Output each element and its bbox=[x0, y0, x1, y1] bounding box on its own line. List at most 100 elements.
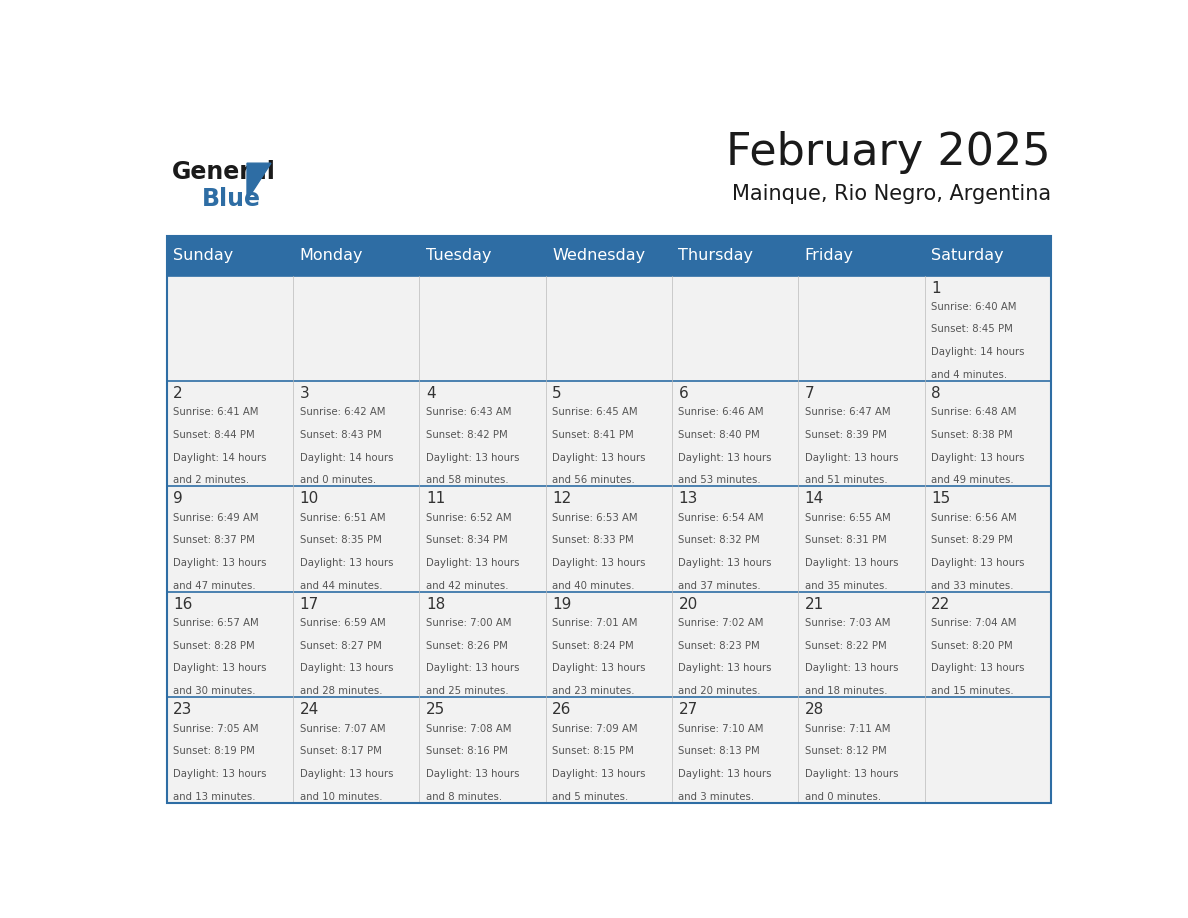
Text: Daylight: 13 hours: Daylight: 13 hours bbox=[678, 558, 772, 568]
Bar bbox=[419, 592, 545, 698]
Text: Sunset: 8:34 PM: Sunset: 8:34 PM bbox=[425, 535, 507, 545]
Text: 25: 25 bbox=[425, 702, 446, 717]
Text: 4: 4 bbox=[425, 386, 436, 401]
Text: Sunset: 8:37 PM: Sunset: 8:37 PM bbox=[173, 535, 255, 545]
Bar bbox=[419, 698, 545, 803]
Text: and 0 minutes.: and 0 minutes. bbox=[804, 791, 880, 801]
Text: 20: 20 bbox=[678, 597, 697, 612]
Text: Mainque, Rio Negro, Argentina: Mainque, Rio Negro, Argentina bbox=[732, 185, 1051, 205]
Bar bbox=[798, 592, 924, 698]
Bar bbox=[545, 275, 672, 381]
Text: 10: 10 bbox=[299, 491, 318, 507]
Text: Sunset: 8:13 PM: Sunset: 8:13 PM bbox=[678, 746, 760, 756]
Text: Sunrise: 6:46 AM: Sunrise: 6:46 AM bbox=[678, 408, 764, 417]
Text: Sunrise: 7:10 AM: Sunrise: 7:10 AM bbox=[678, 723, 764, 733]
Polygon shape bbox=[247, 163, 271, 200]
Text: 16: 16 bbox=[173, 597, 192, 612]
Bar bbox=[672, 592, 798, 698]
Text: Daylight: 13 hours: Daylight: 13 hours bbox=[804, 558, 898, 568]
Text: Daylight: 13 hours: Daylight: 13 hours bbox=[173, 769, 267, 778]
Text: 9: 9 bbox=[173, 491, 183, 507]
Text: Sunset: 8:29 PM: Sunset: 8:29 PM bbox=[931, 535, 1013, 545]
Bar bbox=[166, 236, 1051, 803]
Text: Sunrise: 6:52 AM: Sunrise: 6:52 AM bbox=[425, 512, 512, 522]
Text: Sunday: Sunday bbox=[173, 248, 234, 263]
Text: Sunrise: 7:11 AM: Sunrise: 7:11 AM bbox=[804, 723, 890, 733]
Bar bbox=[924, 381, 1051, 487]
Text: and 0 minutes.: and 0 minutes. bbox=[299, 476, 375, 486]
Bar bbox=[293, 592, 419, 698]
Text: Sunset: 8:41 PM: Sunset: 8:41 PM bbox=[552, 430, 634, 440]
Text: and 5 minutes.: and 5 minutes. bbox=[552, 791, 628, 801]
Text: 6: 6 bbox=[678, 386, 688, 401]
Text: Sunrise: 7:09 AM: Sunrise: 7:09 AM bbox=[552, 723, 638, 733]
Text: Sunset: 8:26 PM: Sunset: 8:26 PM bbox=[425, 641, 507, 651]
Bar bbox=[672, 275, 798, 381]
Text: 12: 12 bbox=[552, 491, 571, 507]
Text: February 2025: February 2025 bbox=[726, 131, 1051, 174]
Bar bbox=[924, 698, 1051, 803]
Text: Sunset: 8:23 PM: Sunset: 8:23 PM bbox=[678, 641, 760, 651]
Bar bbox=[798, 381, 924, 487]
Text: Monday: Monday bbox=[299, 248, 364, 263]
Text: and 44 minutes.: and 44 minutes. bbox=[299, 581, 383, 590]
Text: 22: 22 bbox=[931, 597, 950, 612]
Bar bbox=[798, 487, 924, 592]
Text: Sunrise: 7:05 AM: Sunrise: 7:05 AM bbox=[173, 723, 259, 733]
Bar bbox=[293, 275, 419, 381]
Text: Sunset: 8:22 PM: Sunset: 8:22 PM bbox=[804, 641, 886, 651]
Text: Daylight: 13 hours: Daylight: 13 hours bbox=[804, 664, 898, 674]
Bar bbox=[166, 592, 293, 698]
Bar bbox=[545, 592, 672, 698]
Text: Sunrise: 6:40 AM: Sunrise: 6:40 AM bbox=[931, 302, 1017, 312]
Bar bbox=[545, 487, 672, 592]
Text: Daylight: 14 hours: Daylight: 14 hours bbox=[931, 347, 1024, 357]
Text: Daylight: 13 hours: Daylight: 13 hours bbox=[552, 664, 645, 674]
Text: 21: 21 bbox=[804, 597, 824, 612]
Text: Sunset: 8:27 PM: Sunset: 8:27 PM bbox=[299, 641, 381, 651]
Text: Sunset: 8:45 PM: Sunset: 8:45 PM bbox=[931, 324, 1013, 334]
Text: Daylight: 13 hours: Daylight: 13 hours bbox=[425, 453, 519, 463]
Text: Sunset: 8:43 PM: Sunset: 8:43 PM bbox=[299, 430, 381, 440]
Bar bbox=[293, 381, 419, 487]
Text: 1: 1 bbox=[931, 281, 941, 296]
Bar bbox=[166, 275, 293, 381]
Text: Daylight: 13 hours: Daylight: 13 hours bbox=[552, 769, 645, 778]
Text: Sunset: 8:17 PM: Sunset: 8:17 PM bbox=[299, 746, 381, 756]
Text: Sunset: 8:20 PM: Sunset: 8:20 PM bbox=[931, 641, 1012, 651]
Text: Daylight: 13 hours: Daylight: 13 hours bbox=[678, 453, 772, 463]
Bar bbox=[672, 381, 798, 487]
Text: and 47 minutes.: and 47 minutes. bbox=[173, 581, 255, 590]
Bar bbox=[924, 592, 1051, 698]
Bar bbox=[924, 275, 1051, 381]
Text: 8: 8 bbox=[931, 386, 941, 401]
Text: Daylight: 13 hours: Daylight: 13 hours bbox=[425, 769, 519, 778]
Text: Sunset: 8:31 PM: Sunset: 8:31 PM bbox=[804, 535, 886, 545]
Text: and 4 minutes.: and 4 minutes. bbox=[931, 370, 1007, 380]
Text: and 10 minutes.: and 10 minutes. bbox=[299, 791, 383, 801]
Bar bbox=[924, 487, 1051, 592]
Text: and 13 minutes.: and 13 minutes. bbox=[173, 791, 255, 801]
Text: 2: 2 bbox=[173, 386, 183, 401]
Text: Daylight: 13 hours: Daylight: 13 hours bbox=[173, 664, 267, 674]
Text: Daylight: 13 hours: Daylight: 13 hours bbox=[173, 558, 267, 568]
Text: and 51 minutes.: and 51 minutes. bbox=[804, 476, 887, 486]
Text: 18: 18 bbox=[425, 597, 446, 612]
Text: Sunset: 8:12 PM: Sunset: 8:12 PM bbox=[804, 746, 886, 756]
Text: Sunrise: 7:01 AM: Sunrise: 7:01 AM bbox=[552, 618, 638, 628]
Text: and 15 minutes.: and 15 minutes. bbox=[931, 686, 1013, 696]
Text: 15: 15 bbox=[931, 491, 950, 507]
Text: and 42 minutes.: and 42 minutes. bbox=[425, 581, 508, 590]
Bar bbox=[166, 487, 293, 592]
Text: Daylight: 14 hours: Daylight: 14 hours bbox=[299, 453, 393, 463]
Bar bbox=[166, 381, 293, 487]
Text: and 23 minutes.: and 23 minutes. bbox=[552, 686, 634, 696]
Text: Sunset: 8:16 PM: Sunset: 8:16 PM bbox=[425, 746, 507, 756]
Text: Sunrise: 7:04 AM: Sunrise: 7:04 AM bbox=[931, 618, 1017, 628]
Text: Daylight: 13 hours: Daylight: 13 hours bbox=[552, 558, 645, 568]
Text: and 25 minutes.: and 25 minutes. bbox=[425, 686, 508, 696]
Text: Sunrise: 6:49 AM: Sunrise: 6:49 AM bbox=[173, 512, 259, 522]
Text: Daylight: 13 hours: Daylight: 13 hours bbox=[425, 558, 519, 568]
Text: 5: 5 bbox=[552, 386, 562, 401]
Text: General: General bbox=[171, 160, 276, 184]
